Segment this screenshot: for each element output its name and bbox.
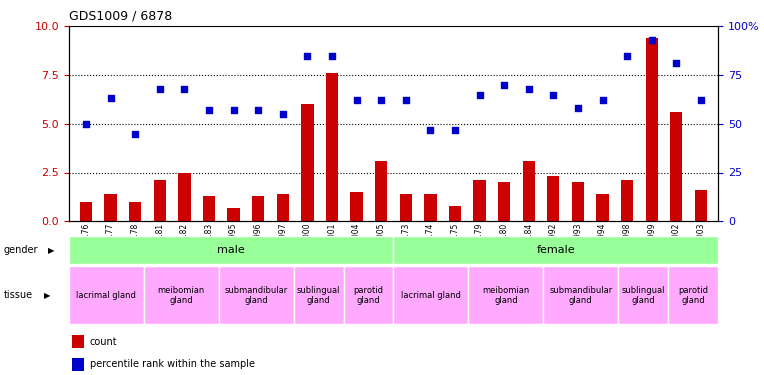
Text: male: male bbox=[217, 245, 245, 255]
Point bbox=[448, 127, 461, 133]
Point bbox=[474, 92, 486, 98]
Bar bbox=[129, 202, 141, 221]
Point bbox=[154, 86, 166, 92]
Point bbox=[326, 53, 338, 58]
Text: lacrimal gland: lacrimal gland bbox=[401, 291, 461, 300]
Bar bbox=[202, 196, 215, 221]
Point bbox=[424, 127, 436, 133]
Point bbox=[694, 98, 707, 104]
Point bbox=[178, 86, 190, 92]
Bar bbox=[468, 266, 543, 324]
Bar bbox=[301, 104, 313, 221]
Point bbox=[547, 92, 559, 98]
Bar bbox=[646, 38, 658, 221]
Bar bbox=[543, 266, 618, 324]
Bar bbox=[547, 176, 559, 221]
Point bbox=[228, 107, 240, 113]
Text: female: female bbox=[536, 245, 575, 255]
Bar bbox=[621, 180, 633, 221]
Bar bbox=[105, 194, 117, 221]
Text: percentile rank within the sample: percentile rank within the sample bbox=[89, 359, 254, 369]
Bar bbox=[694, 190, 707, 221]
Point bbox=[646, 37, 658, 43]
Text: sublingual
gland: sublingual gland bbox=[296, 286, 340, 305]
Bar bbox=[252, 196, 264, 221]
Bar bbox=[351, 192, 363, 221]
Point bbox=[301, 53, 313, 58]
Bar bbox=[178, 172, 190, 221]
Bar bbox=[523, 161, 535, 221]
Point bbox=[252, 107, 264, 113]
Bar bbox=[571, 182, 584, 221]
Text: meibomian
gland: meibomian gland bbox=[157, 286, 205, 305]
Point bbox=[351, 98, 363, 104]
Bar bbox=[72, 335, 84, 348]
Point bbox=[375, 98, 387, 104]
Text: GDS1009 / 6878: GDS1009 / 6878 bbox=[69, 9, 172, 22]
Bar bbox=[154, 180, 166, 221]
Point bbox=[129, 130, 141, 136]
Point bbox=[400, 98, 412, 104]
Text: sublingual
gland: sublingual gland bbox=[621, 286, 665, 305]
Bar bbox=[79, 202, 92, 221]
Text: count: count bbox=[89, 337, 117, 347]
Text: ▶: ▶ bbox=[48, 246, 55, 255]
Bar bbox=[144, 266, 219, 324]
Bar bbox=[69, 266, 144, 324]
Point bbox=[571, 105, 584, 111]
Point bbox=[203, 107, 215, 113]
Point bbox=[277, 111, 289, 117]
Bar bbox=[219, 266, 293, 324]
Text: parotid
gland: parotid gland bbox=[354, 286, 384, 305]
Bar bbox=[668, 266, 718, 324]
Bar bbox=[375, 161, 387, 221]
Bar bbox=[424, 194, 436, 221]
Point bbox=[498, 82, 510, 88]
Point bbox=[670, 60, 682, 66]
Text: gender: gender bbox=[4, 245, 38, 255]
Text: submandibular
gland: submandibular gland bbox=[549, 286, 613, 305]
Point bbox=[621, 53, 633, 58]
Point bbox=[597, 98, 609, 104]
Bar bbox=[293, 266, 344, 324]
Text: tissue: tissue bbox=[4, 290, 33, 300]
Point bbox=[105, 95, 117, 101]
Bar bbox=[277, 194, 289, 221]
Bar bbox=[393, 236, 718, 264]
Bar bbox=[498, 182, 510, 221]
Bar bbox=[618, 266, 668, 324]
Bar bbox=[72, 358, 84, 370]
Bar bbox=[400, 194, 412, 221]
Bar bbox=[228, 208, 240, 221]
Bar bbox=[670, 112, 682, 221]
Text: submandibular
gland: submandibular gland bbox=[225, 286, 288, 305]
Text: ▶: ▶ bbox=[44, 291, 51, 300]
Text: parotid
gland: parotid gland bbox=[678, 286, 708, 305]
Bar bbox=[393, 266, 468, 324]
Bar bbox=[597, 194, 609, 221]
Text: lacrimal gland: lacrimal gland bbox=[76, 291, 136, 300]
Bar bbox=[344, 266, 393, 324]
Text: meibomian
gland: meibomian gland bbox=[482, 286, 529, 305]
Bar bbox=[474, 180, 486, 221]
Bar bbox=[325, 73, 338, 221]
Bar bbox=[448, 206, 461, 221]
Point bbox=[80, 121, 92, 127]
Bar bbox=[69, 236, 393, 264]
Point bbox=[523, 86, 535, 92]
